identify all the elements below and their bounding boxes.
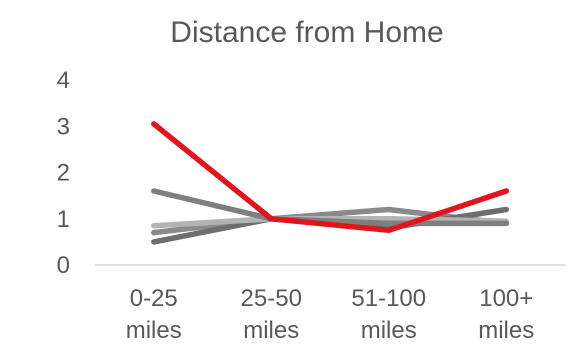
x-category-label: 51-100 miles [351, 285, 426, 344]
x-category-label: 100+ miles [478, 285, 534, 344]
x-category-label-line: 0-25 [130, 285, 178, 312]
series-line-5 [151, 121, 510, 234]
y-tick-label: 0 [57, 252, 70, 279]
y-tick-label: 1 [57, 206, 70, 233]
x-category-label-line: 100+ [479, 285, 533, 312]
y-axis: 0 1 2 3 4 [57, 67, 70, 279]
x-category-label-line: miles [361, 317, 417, 344]
x-category-label-line: miles [126, 317, 182, 344]
y-tick-label: 3 [57, 113, 70, 140]
x-axis: 0-25 miles 25-50 miles 51-100 miles 100+ miles [126, 285, 535, 344]
x-category-label-line: miles [478, 317, 534, 344]
x-category-label: 0-25 miles [126, 285, 182, 344]
x-category-label-line: 51-100 [351, 285, 426, 312]
series-lines [151, 121, 510, 245]
y-tick-label: 2 [57, 160, 70, 187]
chart-title: Distance from Home [170, 16, 443, 49]
x-category-label-line: miles [243, 317, 299, 344]
y-tick-label: 4 [57, 67, 70, 94]
x-category-label: 25-50 miles [241, 285, 302, 344]
series-line-4 [151, 188, 510, 227]
x-category-label-line: 25-50 [241, 285, 302, 312]
